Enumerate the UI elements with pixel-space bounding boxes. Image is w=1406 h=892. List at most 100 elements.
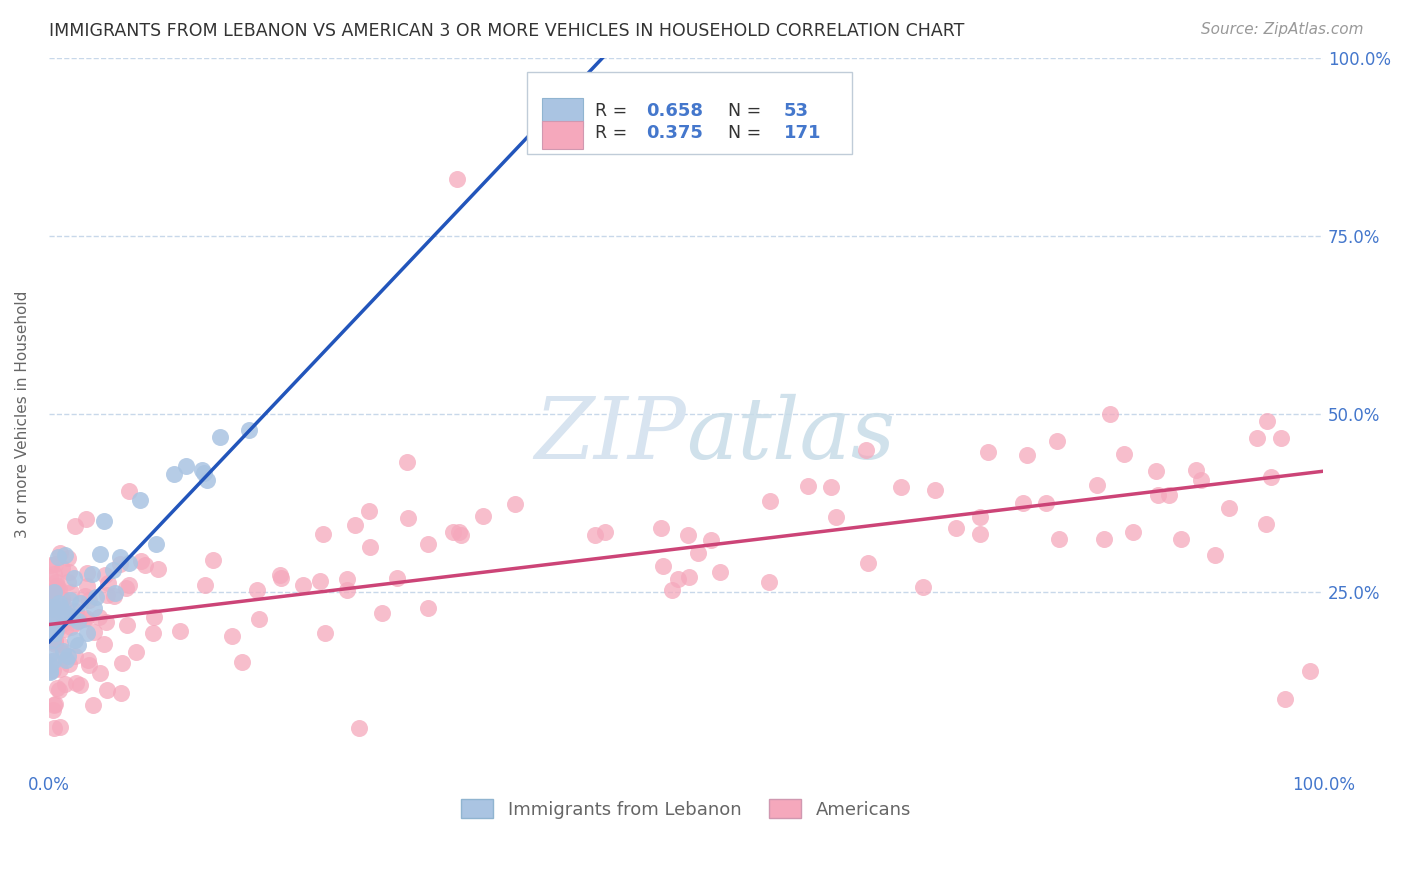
Point xyxy=(396,511,419,525)
Point xyxy=(48,599,70,614)
Point xyxy=(48,620,70,634)
Point xyxy=(49,637,72,651)
Point xyxy=(1184,463,1206,477)
Point xyxy=(52,605,75,619)
Point xyxy=(60,610,83,624)
Point xyxy=(60,584,83,599)
Point xyxy=(53,623,76,637)
Point xyxy=(41,628,63,642)
Point xyxy=(53,549,76,563)
Point xyxy=(335,572,357,586)
Point xyxy=(1035,496,1057,510)
Point xyxy=(39,600,62,615)
Point xyxy=(39,629,62,643)
Text: 171: 171 xyxy=(785,125,821,143)
FancyBboxPatch shape xyxy=(541,120,582,149)
Point xyxy=(66,638,89,652)
Point xyxy=(247,612,270,626)
Point xyxy=(797,479,820,493)
Point xyxy=(1218,500,1240,515)
Point xyxy=(110,686,132,700)
Point xyxy=(336,583,359,598)
Point xyxy=(193,466,215,480)
FancyBboxPatch shape xyxy=(527,72,852,154)
Point xyxy=(67,613,90,627)
Point xyxy=(1157,488,1180,502)
Point xyxy=(42,567,65,582)
Point xyxy=(111,656,134,670)
Point xyxy=(69,678,91,692)
Point xyxy=(65,632,87,647)
Text: 0.658: 0.658 xyxy=(647,102,703,120)
Point xyxy=(45,681,67,695)
Point xyxy=(143,610,166,624)
Point xyxy=(45,574,67,589)
Text: ZIP: ZIP xyxy=(534,394,686,477)
Point xyxy=(1085,478,1108,492)
Point xyxy=(83,600,105,615)
Point xyxy=(97,576,120,591)
Point xyxy=(145,537,167,551)
Point xyxy=(1092,532,1115,546)
Point xyxy=(44,615,66,630)
Point xyxy=(1204,548,1226,562)
Point xyxy=(44,697,66,711)
Point xyxy=(676,527,699,541)
Point xyxy=(76,579,98,593)
Point xyxy=(678,570,700,584)
Point xyxy=(45,600,67,615)
Point xyxy=(129,492,152,507)
Text: atlas: atlas xyxy=(686,394,896,477)
Point xyxy=(94,615,117,629)
Point xyxy=(39,570,62,584)
Point xyxy=(134,558,156,572)
Point xyxy=(39,665,62,679)
Point xyxy=(238,423,260,437)
Point xyxy=(44,632,66,647)
Point xyxy=(270,571,292,585)
Point xyxy=(1299,664,1322,678)
Point xyxy=(80,566,103,581)
Text: 0.375: 0.375 xyxy=(647,125,703,143)
Point xyxy=(44,608,66,623)
Point xyxy=(73,612,96,626)
Point xyxy=(42,632,65,647)
Point xyxy=(197,473,219,487)
Point xyxy=(418,600,440,615)
Point xyxy=(1047,532,1070,546)
Point xyxy=(651,558,673,573)
Text: R =: R = xyxy=(596,125,633,143)
Point xyxy=(1099,407,1122,421)
Point xyxy=(63,519,86,533)
Point xyxy=(44,558,66,572)
Point xyxy=(246,583,269,598)
Point xyxy=(49,662,72,676)
Point xyxy=(44,637,66,651)
Point xyxy=(396,455,419,469)
Point xyxy=(89,610,111,624)
Point xyxy=(48,582,70,596)
Point xyxy=(194,578,217,592)
Point xyxy=(890,480,912,494)
Point xyxy=(1270,431,1292,445)
Point xyxy=(41,585,63,599)
Point xyxy=(269,568,291,582)
Point xyxy=(42,585,65,599)
Point xyxy=(51,561,73,575)
Point xyxy=(59,592,82,607)
Point xyxy=(758,574,780,589)
Point xyxy=(42,703,65,717)
Point xyxy=(89,547,111,561)
Point xyxy=(42,602,65,616)
Point xyxy=(688,546,710,560)
Point xyxy=(291,578,314,592)
Point xyxy=(51,591,73,606)
Point xyxy=(208,430,231,444)
Point xyxy=(39,596,62,610)
Point xyxy=(593,524,616,539)
Point xyxy=(359,504,381,518)
Point xyxy=(49,546,72,560)
Point xyxy=(758,494,780,508)
Point xyxy=(1246,431,1268,445)
Point xyxy=(65,676,87,690)
